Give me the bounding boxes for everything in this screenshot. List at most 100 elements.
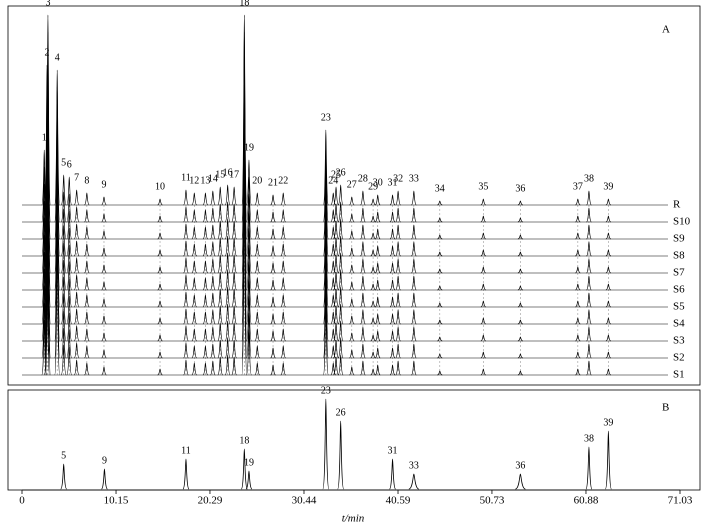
peak: [360, 224, 366, 240]
peak: [101, 315, 107, 325]
peak: [183, 291, 189, 308]
peak: [517, 370, 523, 376]
peak: [202, 260, 209, 274]
peak: [337, 420, 345, 490]
peak: [231, 220, 237, 240]
peak: [586, 241, 592, 257]
peak: [209, 326, 216, 342]
peak: [73, 291, 80, 308]
peak: [370, 317, 376, 325]
peak: [202, 345, 209, 359]
peak-label: 2: [45, 47, 50, 58]
peak: [84, 277, 90, 291]
peak: [73, 274, 80, 291]
peak: [280, 311, 287, 325]
peak: [60, 327, 67, 359]
peak: [370, 266, 376, 274]
peak: [157, 300, 163, 308]
peak: [191, 192, 198, 206]
peak: [349, 332, 355, 342]
peak: [370, 300, 376, 308]
peak: [370, 215, 376, 223]
peak: [66, 193, 73, 223]
peak: [224, 184, 231, 206]
peak: [254, 192, 261, 206]
peak: [66, 227, 73, 257]
peak-label: 24: [328, 175, 338, 186]
peak: [323, 180, 329, 257]
peak: [337, 218, 344, 240]
peak: [254, 345, 261, 359]
peak-label: 36: [515, 183, 525, 194]
peak: [411, 326, 417, 342]
peak: [44, 234, 50, 376]
peak: [245, 470, 253, 490]
peak: [575, 368, 581, 376]
peak: [209, 360, 216, 376]
peak: [60, 463, 68, 490]
peak: [224, 320, 231, 342]
trace-label: S3: [673, 335, 685, 347]
peak-label: 10: [155, 181, 165, 192]
x-tick-label: 0: [19, 495, 25, 507]
peak: [411, 190, 417, 206]
peak: [54, 239, 61, 376]
peak: [370, 368, 376, 376]
peak: [73, 206, 80, 223]
peak-label: 38: [584, 173, 594, 184]
peak: [209, 258, 216, 274]
peak: [360, 343, 366, 359]
trace-label: S10: [673, 216, 691, 228]
peak: [389, 347, 396, 359]
peak: [360, 309, 366, 325]
peak-label: 25: [331, 169, 341, 180]
peak: [323, 231, 329, 308]
peak: [575, 249, 581, 257]
peak: [605, 198, 612, 206]
peak: [575, 215, 581, 223]
peak-label: 9: [102, 455, 107, 466]
peak: [575, 351, 581, 359]
peak: [323, 214, 329, 291]
peak: [437, 251, 443, 257]
peak: [437, 302, 443, 308]
peak: [217, 271, 224, 291]
peak: [209, 207, 216, 223]
peak: [202, 328, 209, 342]
peak: [605, 351, 612, 359]
trace-label: S1: [673, 369, 685, 381]
peak: [241, 184, 248, 376]
peak: [231, 305, 237, 325]
peak: [231, 288, 237, 308]
peak: [337, 320, 344, 342]
peak: [157, 317, 163, 325]
peak: [246, 329, 252, 376]
peak: [575, 317, 581, 325]
peak: [408, 473, 420, 490]
peak: [370, 198, 376, 206]
peak: [437, 200, 443, 206]
peak: [101, 332, 107, 342]
peak: [224, 252, 231, 274]
peak-label: 13: [200, 175, 210, 186]
peak-label: 39: [603, 417, 613, 428]
peak: [60, 174, 67, 206]
peak-label: 26: [336, 407, 346, 418]
peak-label: 20: [252, 175, 262, 186]
peak: [389, 296, 396, 308]
peak: [246, 210, 252, 257]
peak: [389, 211, 396, 223]
peak: [349, 349, 355, 359]
peak-label: 27: [347, 179, 357, 190]
peak: [202, 226, 209, 240]
x-tick-label: 20.29: [198, 495, 223, 507]
peak: [517, 319, 523, 325]
peak: [586, 207, 592, 223]
peak: [224, 337, 231, 359]
peak: [66, 312, 73, 342]
peak: [337, 354, 344, 376]
peak: [360, 292, 366, 308]
peak-label: 21: [268, 177, 278, 188]
peak: [375, 279, 381, 291]
peak: [605, 334, 612, 342]
